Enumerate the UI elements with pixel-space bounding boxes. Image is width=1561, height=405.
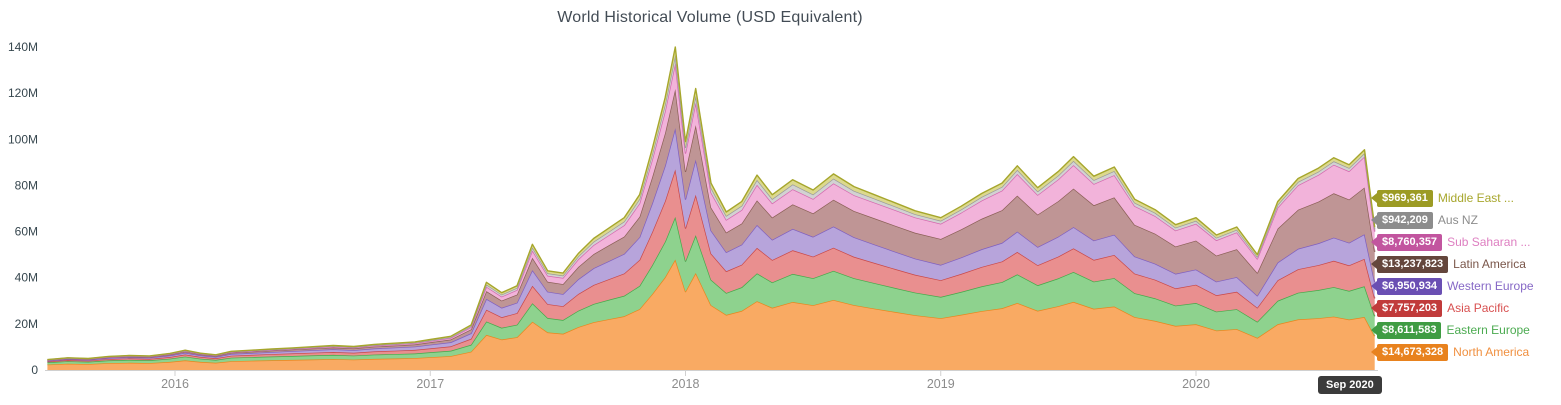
area-latin-america[interactable] [47, 89, 1375, 361]
y-axis-label: 140M [8, 40, 38, 54]
legend-row-sub-saharan: $8,760,357 Sub Saharan ... [1371, 232, 1530, 252]
legend-series-name: Middle East ... [1437, 191, 1514, 205]
legend-series-name: Eastern Europe [1446, 323, 1530, 337]
legend-pointer-icon [1371, 325, 1377, 335]
y-axis-label: 20M [15, 317, 38, 331]
legend-pointer-icon [1371, 237, 1377, 247]
legend-row-north-america: $14,673,328 North America [1371, 342, 1529, 362]
legend-value-badge: $14,673,328 [1377, 343, 1449, 361]
y-axis-label: 120M [8, 86, 38, 100]
x-axis-label: 2019 [927, 377, 955, 391]
legend-row-aus-nz: $942,209 Aus NZ [1371, 210, 1478, 230]
legend-pointer-icon [1371, 215, 1377, 225]
legend-value-badge: $13,237,823 [1377, 255, 1449, 273]
legend-series-name: Aus NZ [1437, 213, 1478, 227]
legend-pointer-icon [1371, 281, 1377, 291]
legend-value-badge: $6,950,934 [1377, 277, 1443, 295]
legend-value-badge: $8,760,357 [1377, 233, 1443, 251]
chart-title: World Historical Volume (USD Equivalent) [557, 9, 863, 26]
crosshair-date-badge: Sep 2020 [1318, 376, 1382, 394]
legend-row-latin-america: $13,237,823 Latin America [1371, 254, 1526, 274]
legend-pointer-icon [1371, 347, 1377, 357]
x-axis-label: 2016 [161, 377, 189, 391]
y-axis-label: 60M [15, 225, 38, 239]
y-axis-label: 0 [31, 363, 38, 377]
legend-pointer-icon [1371, 193, 1377, 203]
x-axis-label: 2017 [416, 377, 444, 391]
legend-pointer-icon [1371, 303, 1377, 313]
legend-row-middle-east: $969,361 Middle East ... [1371, 188, 1514, 208]
legend-row-western-europe: $6,950,934 Western Europe [1371, 276, 1534, 296]
legend-series-name: Latin America [1453, 257, 1526, 271]
legend-value-badge: $969,361 [1377, 189, 1433, 207]
y-axis-label: 100M [8, 132, 38, 146]
x-axis-label: 2018 [672, 377, 700, 391]
legend-series-name: Western Europe [1447, 279, 1534, 293]
legend-value-badge: $7,757,203 [1377, 299, 1443, 317]
area-western-europe[interactable] [47, 128, 1375, 362]
x-axis-label: 2020 [1182, 377, 1210, 391]
area-north-america[interactable] [47, 259, 1375, 371]
y-axis-label: 40M [15, 271, 38, 285]
legend-pointer-icon [1371, 259, 1377, 269]
legend-series-name: North America [1453, 345, 1530, 359]
area-outline-middle-east [47, 46, 1376, 361]
y-axis-label: 80M [15, 178, 38, 192]
legend-value-badge: $8,611,583 [1377, 321, 1442, 339]
legend-row-asia-pacific: $7,757,203 Asia Pacific [1371, 298, 1509, 318]
legend-series-name: Sub Saharan ... [1447, 235, 1531, 249]
area-asia-pacific[interactable] [47, 169, 1375, 363]
area-eastern-europe[interactable] [47, 216, 1375, 365]
legend-series-name: Asia Pacific [1447, 301, 1510, 315]
legend-value-badge: $942,209 [1377, 211, 1433, 229]
legend-row-eastern-europe: $8,611,583 Eastern Europe [1371, 320, 1530, 340]
stacked-area-plot[interactable]: 2016 2017 2018 2019 2020 0 20M 40M 60M 80M 100M 120… [0, 0, 1400, 405]
